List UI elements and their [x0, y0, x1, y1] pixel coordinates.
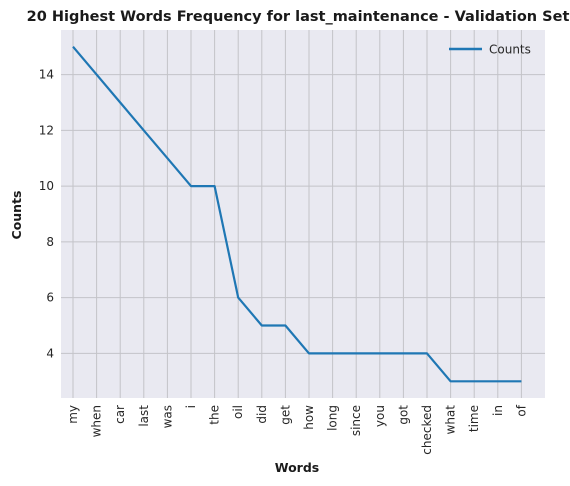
x-axis-label: Words [275, 460, 319, 475]
x-tick-label: last [137, 405, 151, 427]
x-tick-label: did [255, 405, 269, 424]
x-tick-label: car [113, 405, 127, 424]
y-tick-label: 8 [46, 235, 54, 249]
x-tick-label: what [444, 405, 458, 435]
x-tick-label: when [90, 405, 104, 437]
y-axis-label: Counts [9, 191, 24, 240]
grid [61, 30, 545, 398]
x-tick-label: long [326, 405, 340, 431]
y-tick-label: 10 [39, 179, 54, 193]
y-tick-label: 12 [39, 123, 54, 137]
x-tick-label: in [491, 405, 505, 416]
x-tick-label: since [349, 405, 363, 436]
x-tick-label: was [160, 405, 174, 428]
x-tick-label: how [302, 405, 316, 430]
y-tick-label: 6 [46, 291, 54, 305]
x-tick-label: the [208, 405, 222, 425]
x-tick-label: got [396, 405, 410, 425]
x-tick-label: you [373, 405, 387, 427]
x-tick-label: oil [231, 405, 245, 419]
y-tick-label: 4 [46, 346, 54, 360]
x-axis-ticks: my when car last was i the oil did get how long sinc… [66, 404, 528, 454]
legend: Counts [449, 43, 531, 57]
x-tick-label: i [184, 405, 198, 408]
x-tick-label: of [514, 404, 528, 416]
y-axis-ticks: 4 6 8 10 12 14 [39, 68, 54, 361]
plot-area [61, 30, 545, 398]
x-tick-label: checked [420, 405, 434, 455]
chart-title: 20 Highest Words Frequency for last_main… [27, 9, 570, 25]
x-tick-label: get [278, 405, 292, 425]
x-tick-label: time [467, 405, 481, 432]
legend-label: Counts [489, 43, 531, 57]
x-tick-label: my [66, 405, 80, 424]
series-line-counts [72, 45, 522, 383]
y-tick-label: 14 [39, 68, 54, 82]
